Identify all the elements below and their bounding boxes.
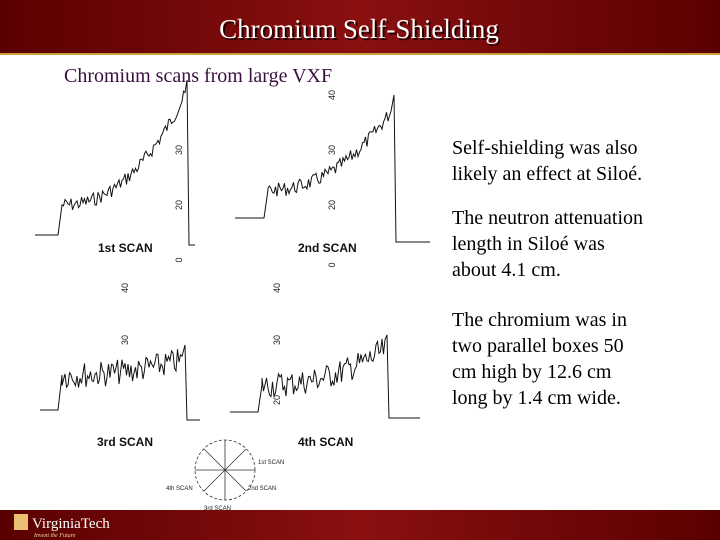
scan-tick: 40 <box>327 90 337 100</box>
scan-trace <box>35 79 195 246</box>
scan-trace <box>40 344 200 421</box>
scan-tick: 40 <box>120 283 130 293</box>
footer-logo: VirginiaTech <box>32 516 110 532</box>
paragraph-line: likely an effect at Siloé. <box>452 163 642 185</box>
paragraph-line: long by 1.4 cm wide. <box>452 387 621 409</box>
diagram-label: 2nd SCAN <box>248 486 276 492</box>
diagram-label: 1st SCAN <box>258 460 284 466</box>
title: Chromium Self-Shielding <box>219 14 499 44</box>
scan-tick: 40 <box>272 283 282 293</box>
scan-tick: 30 <box>327 145 337 155</box>
scan-tick: 0 <box>327 262 337 267</box>
scan-tick: 20 <box>174 200 184 210</box>
diagram-label: 3rd SCAN <box>204 506 231 512</box>
paragraph-line: The neutron attenuation <box>452 207 643 229</box>
paragraph-line: about 4.1 cm. <box>452 259 561 281</box>
scan-label: 3rd SCAN <box>97 435 153 449</box>
diagram-label: 4th SCAN <box>166 486 193 492</box>
scan-label: 1st SCAN <box>98 241 153 255</box>
scans: 1st SCAN 30 20 0 2nd SCAN 40 30 20 0 3rd SCAN 40 30… <box>35 79 430 449</box>
title-bar <box>0 0 720 55</box>
body-text: Self-shielding was also likely an effect … <box>452 137 643 409</box>
scan-label: 2nd SCAN <box>298 241 357 255</box>
scan-tick: 30 <box>174 145 184 155</box>
title-rule <box>0 53 720 55</box>
scan-tick: 20 <box>272 395 282 405</box>
scan-trace <box>230 334 420 419</box>
scan-label: 4th SCAN <box>298 435 353 449</box>
footer-bar <box>0 510 720 540</box>
paragraph-line: cm high by 12.6 cm <box>452 361 612 383</box>
paragraph-line: length in Siloé was <box>452 233 605 255</box>
scan-tick: 20 <box>327 200 337 210</box>
paragraph-line: two parallel boxes 50 <box>452 335 624 357</box>
title-shadow: Chromium Self-Shielding <box>221 16 501 46</box>
scan-tick: 30 <box>120 335 130 345</box>
paragraph-line: Self-shielding was also <box>452 137 638 159</box>
scan-tick: 0 <box>174 257 184 262</box>
scan-tick: 30 <box>272 335 282 345</box>
scan-trace <box>235 94 430 243</box>
paragraph-line: The chromium was in <box>452 309 627 331</box>
footer-tagline: Invent the Future <box>33 533 76 539</box>
subtitle: Chromium scans from large VXF <box>64 65 332 87</box>
logo-mark <box>14 514 28 530</box>
orientation-diagram <box>194 439 256 501</box>
